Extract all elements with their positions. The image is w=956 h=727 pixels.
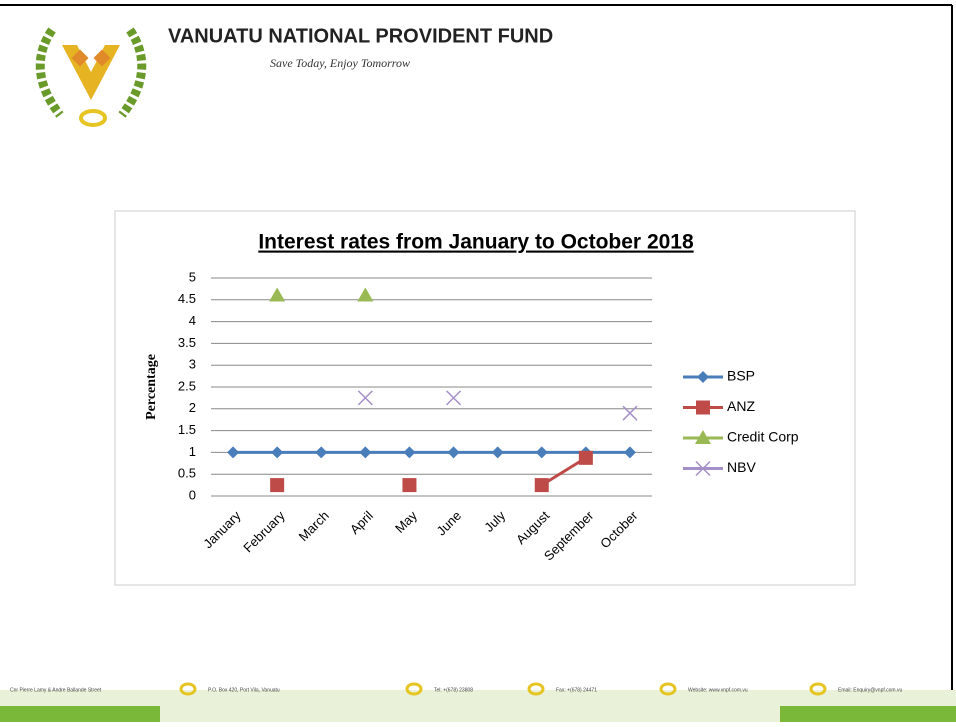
footer-text: Fax: +(678) 24471	[556, 687, 597, 693]
y-tick-label: 0.5	[178, 466, 196, 481]
marker	[271, 446, 284, 459]
marker	[534, 478, 549, 493]
marker	[446, 390, 462, 406]
footer-icon	[179, 682, 197, 696]
y-tick-label: 4	[189, 313, 196, 328]
legend-label: BSP	[727, 368, 755, 384]
marker	[270, 478, 285, 493]
footer-icon	[809, 682, 827, 696]
marker	[622, 405, 638, 421]
org-title: VANUATU NATIONAL PROVIDENT FUND	[168, 25, 553, 47]
footer: Cnr Pierre Lamy & Andre Ballande Street P…	[10, 682, 902, 696]
y-tick-label: 0	[189, 487, 196, 502]
marker	[447, 446, 460, 459]
y-tick-label: 4.5	[178, 291, 196, 306]
logo	[35, 27, 147, 127]
footer-icon	[527, 682, 545, 696]
footer-stripe	[0, 706, 160, 722]
footer-text: Email: Enquiry@vnpf.com.vu	[838, 687, 902, 693]
marker	[269, 287, 286, 302]
marker	[357, 287, 374, 302]
motto: Save Today, Enjoy Tomorrow	[270, 56, 410, 70]
marker	[357, 390, 373, 406]
marker	[402, 478, 417, 493]
footer-text: P.O. Box 420, Port Vila, Vanuatu	[208, 687, 280, 693]
y-tick-label: 3	[189, 357, 196, 372]
marker	[695, 430, 711, 444]
marker	[403, 446, 416, 459]
footer-stripe	[780, 706, 956, 722]
y-tick-label: 2.5	[178, 378, 196, 393]
legend-label: Credit Corp	[727, 429, 799, 445]
footer-text: Cnr Pierre Lamy & Andre Ballande Street	[10, 687, 102, 693]
y-tick-label: 5	[189, 269, 196, 284]
y-axis-title: Percentage	[144, 354, 159, 420]
chart-box	[114, 210, 856, 586]
marker	[359, 446, 372, 459]
footer-icon	[659, 682, 677, 696]
marker	[535, 446, 548, 459]
footer-text: Tel: +(678) 23808	[434, 687, 473, 693]
marker	[227, 446, 240, 459]
y-tick-label: 3.5	[178, 335, 196, 350]
marker	[695, 460, 711, 477]
legend-label: ANZ	[727, 398, 755, 414]
y-tick-label: 2	[189, 400, 196, 415]
footer-text: Website: www.vnpf.com.vu	[688, 687, 748, 693]
marker	[491, 446, 504, 459]
chart-title: Interest rates from January to October 2…	[258, 231, 694, 254]
marker	[623, 446, 636, 459]
footer-icon	[405, 682, 423, 696]
marker	[697, 371, 709, 383]
y-tick-label: 1	[189, 444, 196, 459]
legend-label: NBV	[727, 459, 756, 475]
y-tick-label: 1.5	[178, 422, 196, 437]
marker	[315, 446, 328, 459]
marker	[578, 450, 593, 465]
marker	[696, 400, 710, 415]
series-line	[540, 456, 587, 487]
